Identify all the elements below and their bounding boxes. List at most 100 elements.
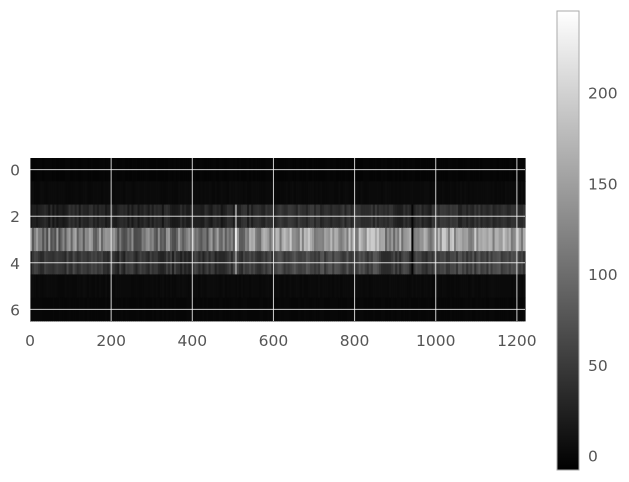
heatmap-cell xyxy=(462,181,465,205)
heatmap-cell xyxy=(42,227,45,252)
heatmap-cell xyxy=(322,274,325,299)
heatmap-cell xyxy=(439,227,443,252)
heatmap-cell xyxy=(151,274,155,299)
heatmap-cell xyxy=(395,181,398,205)
heatmap-cell xyxy=(273,227,277,252)
heatmap-cell xyxy=(439,274,443,299)
heatmap-cell xyxy=(516,274,520,299)
heatmap-cell xyxy=(190,274,193,299)
heatmap-cell xyxy=(378,274,382,299)
heatmap-cell xyxy=(200,274,204,299)
heatmap-cell xyxy=(287,274,291,299)
heatmap-cell xyxy=(356,274,360,299)
y-tick-label-6: 6 xyxy=(10,301,20,319)
heatmap-cell xyxy=(368,274,372,299)
heatmap-cell xyxy=(72,227,76,252)
heatmap-cell xyxy=(236,227,240,252)
heatmap-cell xyxy=(407,181,410,205)
heatmap-cell xyxy=(40,227,43,252)
heatmap-cell xyxy=(338,274,341,299)
heatmap-cell xyxy=(50,227,53,252)
heatmap-cell xyxy=(137,181,141,205)
heatmap-cell xyxy=(454,227,457,252)
heatmap-cell xyxy=(149,181,153,205)
heatmap-cell xyxy=(137,274,141,299)
heatmap-cell xyxy=(472,181,475,205)
heatmap-cell xyxy=(174,181,177,205)
heatmap-cell xyxy=(263,227,266,252)
heatmap-cell xyxy=(216,227,220,252)
x-axis-ticks: 0 200 400 600 800 1000 1200 xyxy=(25,332,537,350)
heatmap-cell xyxy=(346,181,350,205)
heatmap-cell xyxy=(334,227,337,252)
heatmap-cell xyxy=(224,181,228,205)
heatmap-cell xyxy=(358,181,362,205)
heatmap-cell xyxy=(103,181,106,205)
heatmap-cell xyxy=(34,274,37,299)
heatmap-cell xyxy=(115,274,118,299)
heatmap-cell xyxy=(470,274,473,299)
heatmap-cell xyxy=(210,227,214,252)
heatmap-cell xyxy=(141,274,145,299)
heatmap-cell xyxy=(192,227,195,252)
heatmap-cell xyxy=(163,274,167,299)
heatmap-cell xyxy=(364,181,368,205)
heatmap-cell xyxy=(350,181,354,205)
heatmap-cell xyxy=(403,181,406,205)
heatmap-cell xyxy=(186,181,189,205)
heatmap-cell xyxy=(218,274,222,299)
heatmap-cell xyxy=(372,274,376,299)
heatmap-cell xyxy=(147,181,151,205)
heatmap-cell xyxy=(131,274,135,299)
heatmap-cell xyxy=(48,274,51,299)
heatmap-cell xyxy=(342,181,346,205)
y-tick-label-2: 2 xyxy=(10,208,20,226)
heatmap-cell xyxy=(423,181,427,205)
heatmap-cell xyxy=(417,181,421,205)
heatmap-cell xyxy=(293,227,297,252)
heatmap-cell xyxy=(301,274,305,299)
heatmap-cell xyxy=(518,181,522,205)
heatmap-cell xyxy=(92,227,96,252)
heatmap-cell xyxy=(454,181,457,205)
heatmap-cell xyxy=(30,227,33,252)
heatmap-cell xyxy=(206,227,210,252)
heatmap-cell xyxy=(437,181,441,205)
heatmap-cell xyxy=(395,227,398,252)
heatmap-cell xyxy=(350,227,354,252)
heatmap-cell xyxy=(437,274,441,299)
heatmap-cell xyxy=(222,274,226,299)
heatmap-cell xyxy=(271,274,275,299)
heatmap-cell xyxy=(447,274,451,299)
heatmap-cell xyxy=(468,181,471,205)
heatmap-cell xyxy=(425,181,429,205)
heatmap-cell xyxy=(468,274,471,299)
heatmap-cell xyxy=(476,274,479,299)
heatmap-cell xyxy=(441,227,445,252)
heatmap-cell xyxy=(336,181,339,205)
heatmap-cell xyxy=(281,227,285,252)
heatmap-cell xyxy=(419,227,423,252)
x-tick-label-1200: 1200 xyxy=(497,332,536,350)
heatmap-cell xyxy=(378,227,382,252)
heatmap-cell xyxy=(96,181,100,205)
heatmap-cell xyxy=(387,274,390,299)
heatmap-cell xyxy=(393,227,396,252)
heatmap-cell xyxy=(322,181,325,205)
heatmap-cell xyxy=(413,181,417,205)
heatmap-cell xyxy=(238,181,242,205)
heatmap-cell xyxy=(324,181,327,205)
heatmap-cell xyxy=(382,181,386,205)
heatmap-cell xyxy=(117,181,120,205)
heatmap-cell xyxy=(135,274,139,299)
heatmap-cell xyxy=(419,274,423,299)
heatmap-cell xyxy=(387,181,390,205)
heatmap-cell xyxy=(490,181,494,205)
heatmap-cell xyxy=(413,227,417,252)
heatmap-cell xyxy=(326,274,329,299)
heatmap-cell xyxy=(257,227,260,252)
heatmap-cell xyxy=(267,181,270,205)
heatmap-cell xyxy=(309,227,313,252)
heatmap-cell xyxy=(98,274,102,299)
heatmap-cell xyxy=(516,227,520,252)
